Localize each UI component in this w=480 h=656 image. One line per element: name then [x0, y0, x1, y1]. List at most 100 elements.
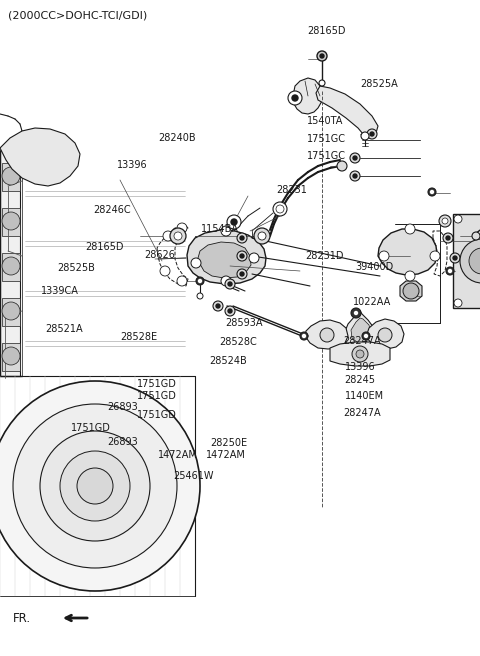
Circle shape	[453, 256, 457, 260]
Polygon shape	[400, 281, 422, 301]
Circle shape	[454, 299, 462, 307]
Circle shape	[216, 304, 220, 308]
Text: 1140EM: 1140EM	[345, 391, 384, 401]
Circle shape	[350, 171, 360, 181]
Text: 28165D: 28165D	[307, 26, 346, 37]
Text: 26893: 26893	[108, 402, 138, 413]
Circle shape	[2, 212, 20, 230]
Circle shape	[405, 224, 415, 234]
Circle shape	[160, 266, 170, 276]
Circle shape	[170, 228, 186, 244]
Text: 1751GD: 1751GD	[137, 391, 177, 401]
Circle shape	[472, 232, 480, 240]
Circle shape	[454, 215, 462, 223]
Text: 1472AM: 1472AM	[206, 450, 246, 461]
Text: 13396: 13396	[117, 159, 147, 170]
Circle shape	[450, 253, 460, 263]
Circle shape	[337, 161, 347, 171]
Text: 1751GD: 1751GD	[137, 409, 177, 420]
Bar	[2, 163, 20, 191]
Text: 1751GC: 1751GC	[307, 134, 346, 144]
Circle shape	[405, 271, 415, 281]
Circle shape	[300, 332, 308, 340]
Circle shape	[221, 276, 231, 286]
Text: 13396: 13396	[345, 361, 375, 372]
Text: 28528E: 28528E	[120, 332, 157, 342]
Circle shape	[292, 95, 298, 101]
Circle shape	[428, 188, 436, 196]
Circle shape	[351, 308, 361, 318]
Polygon shape	[367, 319, 404, 349]
Circle shape	[228, 309, 232, 313]
Circle shape	[40, 431, 150, 541]
Circle shape	[350, 153, 360, 163]
Text: 1751GD: 1751GD	[71, 423, 111, 434]
Circle shape	[2, 167, 20, 185]
Circle shape	[446, 267, 454, 275]
Polygon shape	[0, 151, 20, 376]
Circle shape	[273, 202, 287, 216]
Circle shape	[2, 257, 20, 275]
Circle shape	[237, 269, 247, 279]
Circle shape	[448, 270, 452, 272]
Circle shape	[353, 174, 357, 178]
Text: 26893: 26893	[108, 437, 138, 447]
Text: 1751GC: 1751GC	[307, 151, 346, 161]
Circle shape	[258, 232, 266, 240]
Circle shape	[177, 223, 187, 233]
Circle shape	[227, 215, 241, 229]
Circle shape	[361, 132, 369, 140]
Polygon shape	[293, 78, 322, 114]
Circle shape	[276, 205, 284, 213]
Circle shape	[370, 132, 374, 136]
Circle shape	[177, 276, 187, 286]
Circle shape	[379, 251, 389, 261]
Polygon shape	[344, 311, 376, 349]
Text: 25461W: 25461W	[173, 470, 213, 481]
Circle shape	[469, 248, 480, 274]
Polygon shape	[351, 318, 371, 343]
Circle shape	[352, 346, 368, 362]
Text: 28528C: 28528C	[219, 337, 257, 347]
Circle shape	[320, 328, 334, 342]
Circle shape	[355, 312, 358, 314]
Circle shape	[225, 279, 235, 289]
Circle shape	[288, 91, 302, 105]
Circle shape	[13, 404, 177, 568]
Circle shape	[319, 80, 325, 86]
Circle shape	[2, 347, 20, 365]
Circle shape	[196, 277, 204, 285]
Text: 28231: 28231	[276, 185, 307, 195]
Circle shape	[364, 335, 368, 337]
Text: (2000CC>DOHC-TCI/GDI): (2000CC>DOHC-TCI/GDI)	[8, 10, 147, 20]
Polygon shape	[378, 229, 437, 275]
Text: 1339CA: 1339CA	[41, 286, 79, 297]
Text: 28525B: 28525B	[58, 262, 96, 273]
Bar	[2, 343, 20, 371]
Circle shape	[431, 190, 433, 194]
Circle shape	[430, 251, 440, 261]
Circle shape	[231, 219, 237, 225]
Text: 28524B: 28524B	[209, 356, 247, 366]
Polygon shape	[305, 320, 348, 349]
Circle shape	[174, 232, 182, 240]
Circle shape	[460, 239, 480, 283]
Circle shape	[378, 328, 392, 342]
Circle shape	[439, 215, 451, 227]
Circle shape	[443, 233, 453, 243]
Circle shape	[2, 302, 20, 320]
Circle shape	[0, 381, 200, 591]
Text: 28245: 28245	[345, 375, 376, 385]
Circle shape	[254, 228, 270, 244]
Circle shape	[237, 251, 247, 261]
Text: 28250E: 28250E	[210, 438, 247, 448]
Bar	[2, 208, 20, 236]
Circle shape	[77, 468, 113, 504]
Circle shape	[320, 54, 324, 58]
Circle shape	[353, 156, 357, 160]
Circle shape	[442, 218, 448, 224]
Circle shape	[60, 451, 130, 521]
Circle shape	[221, 226, 231, 236]
Circle shape	[228, 282, 232, 286]
Text: 1154BA: 1154BA	[201, 224, 239, 234]
